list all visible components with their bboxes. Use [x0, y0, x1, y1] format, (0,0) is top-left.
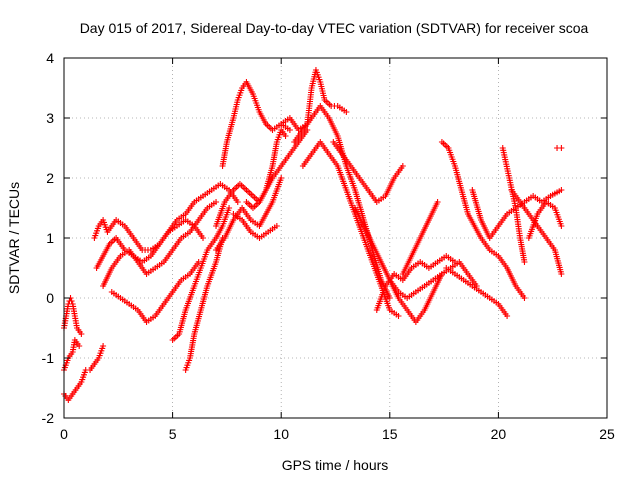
y-tick-label: -2	[42, 410, 55, 426]
data-point	[434, 199, 441, 205]
x-tick-label: 25	[599, 426, 615, 442]
data-series	[108, 259, 202, 325]
data-series	[213, 127, 311, 229]
y-tick-label: 1	[46, 230, 54, 246]
data-series	[169, 205, 233, 343]
data-point	[278, 175, 285, 181]
axes-ticks: 0 5 10 15 20 25 -2 -1 0 1 2 3 4	[42, 50, 615, 442]
data-point	[399, 163, 406, 169]
data-point	[78, 331, 85, 337]
data-point	[504, 313, 511, 319]
data-point	[521, 259, 528, 265]
y-tick-label: -1	[42, 350, 55, 366]
x-tick-label: 10	[273, 426, 289, 442]
x-tick-label: 5	[169, 426, 177, 442]
y-axis-label: SDTVAR / TECUs	[6, 182, 22, 294]
data-point	[343, 109, 350, 115]
data-point	[395, 313, 402, 319]
x-tick-label: 0	[60, 426, 68, 442]
data-point	[558, 223, 565, 229]
data-point	[100, 343, 107, 349]
data-series	[525, 199, 565, 241]
x-tick-label: 20	[491, 426, 507, 442]
data-series	[61, 295, 85, 337]
data-points	[61, 67, 565, 403]
chart-title: Day 015 of 2017, Sidereal Day-to-day VTE…	[80, 20, 589, 36]
data-point	[521, 295, 528, 301]
data-point	[558, 271, 565, 277]
data-series	[100, 199, 220, 289]
x-tick-label: 15	[382, 426, 398, 442]
data-series	[499, 145, 528, 265]
data-series	[278, 67, 350, 133]
data-point	[234, 199, 241, 205]
data-point	[558, 145, 565, 151]
y-tick-label: 3	[46, 110, 54, 126]
data-series	[469, 187, 565, 241]
x-axis-label: GPS time / hours	[282, 457, 389, 473]
data-series	[554, 145, 565, 151]
data-series	[399, 199, 441, 277]
data-point	[213, 199, 220, 205]
y-tick-label: 2	[46, 170, 54, 186]
data-series	[219, 79, 293, 169]
y-tick-label: 0	[46, 290, 54, 306]
data-series	[61, 337, 83, 373]
data-point	[200, 235, 207, 241]
data-point	[68, 298, 75, 304]
data-point	[76, 343, 83, 349]
data-series	[373, 253, 458, 313]
data-point	[286, 127, 293, 133]
data-series	[330, 139, 406, 205]
data-series	[508, 187, 565, 277]
data-point	[282, 133, 289, 139]
data-series	[61, 343, 107, 403]
data-point	[195, 259, 202, 265]
data-point	[273, 223, 280, 229]
data-point	[386, 295, 393, 301]
plot-frame	[63, 57, 608, 419]
data-series	[438, 139, 528, 301]
data-point	[226, 205, 233, 211]
data-series	[243, 127, 289, 211]
data-series	[230, 211, 280, 241]
y-tick-label: 4	[46, 50, 54, 66]
data-series	[443, 265, 511, 319]
grid	[64, 58, 607, 418]
data-point	[558, 187, 565, 193]
